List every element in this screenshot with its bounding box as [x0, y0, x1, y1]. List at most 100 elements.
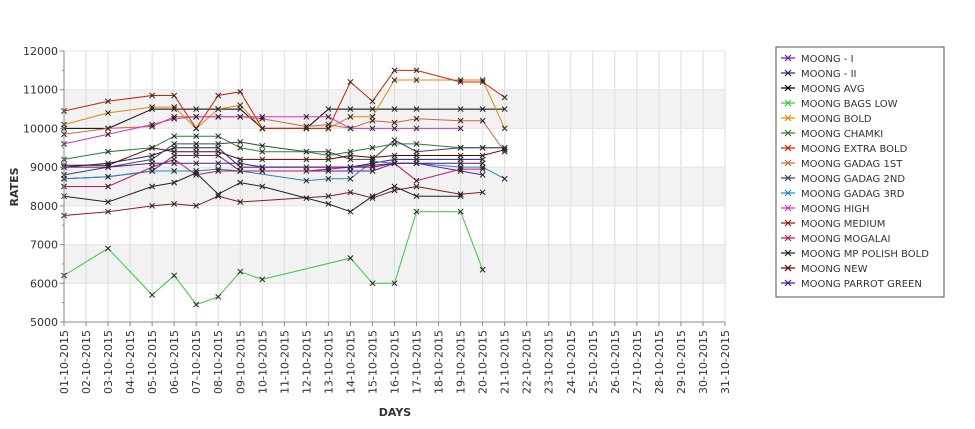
- legend-item: MOONG MOGALAI: [781, 234, 890, 245]
- data-point: [325, 164, 332, 171]
- data-point: [237, 268, 244, 275]
- data-point: [391, 106, 398, 113]
- legend-label: MOONG - II: [801, 69, 856, 80]
- data-point: [369, 98, 376, 105]
- data-point: [237, 160, 244, 167]
- x-tick-label: 31-10-2015: [719, 330, 732, 394]
- x-tick-label: 19-10-2015: [455, 330, 468, 394]
- data-point: [347, 113, 354, 120]
- data-point: [193, 133, 200, 140]
- data-point: [193, 202, 200, 209]
- legend-box: [775, 46, 945, 298]
- data-point: [391, 137, 398, 143]
- series-layer: [61, 67, 508, 308]
- x-tick-label: 14-10-2015: [344, 330, 357, 394]
- data-point: [171, 179, 178, 186]
- legend-swatch-marker: [784, 279, 792, 287]
- data-point: [457, 208, 464, 215]
- legend-label: MOONG BOLD: [801, 114, 872, 125]
- series-moong-high: [61, 113, 464, 147]
- data-point: [501, 146, 508, 153]
- data-point: [391, 125, 398, 132]
- legend-label: MOONG GADAG 2ND: [801, 174, 905, 185]
- data-point: [347, 164, 354, 171]
- x-tick-label: 28-10-2015: [653, 330, 666, 394]
- legend-item: MOONG - I: [781, 54, 854, 65]
- data-point: [457, 144, 464, 151]
- data-point: [325, 106, 332, 113]
- data-point: [237, 88, 244, 95]
- data-point: [391, 152, 398, 159]
- legend-item: MOONG MEDIUM: [781, 219, 885, 230]
- x-tick-label: 18-10-2015: [433, 330, 446, 394]
- data-point: [391, 183, 398, 190]
- legend-item: MOONG MP POLISH BOLD: [781, 249, 929, 260]
- data-point: [501, 144, 508, 151]
- data-point: [215, 168, 222, 174]
- x-tick-label: 29-10-2015: [675, 330, 688, 394]
- data-point: [259, 125, 266, 132]
- data-point: [237, 179, 244, 186]
- data-point: [171, 148, 178, 155]
- data-point: [193, 140, 200, 147]
- data-point: [105, 208, 112, 215]
- data-point: [457, 106, 464, 113]
- data-point: [215, 133, 222, 140]
- data-point: [501, 125, 508, 132]
- data-point: [193, 160, 200, 167]
- legend-label: MOONG EXTRA BOLD: [801, 144, 908, 155]
- data-point: [479, 171, 486, 178]
- x-tick-label: 06-10-2015: [168, 330, 181, 394]
- data-point: [479, 160, 486, 167]
- x-axis-ticks: 01-10-2015 02-10-2015 03-10-2015 04-10-2015…: [58, 322, 732, 394]
- series-moong-bags-low: [61, 208, 486, 308]
- data-point: [457, 125, 464, 132]
- x-tick-label: 07-10-2015: [190, 330, 203, 394]
- data-point: [303, 177, 310, 184]
- x-tick-label: 02-10-2015: [80, 330, 93, 394]
- series-line: [63, 185, 483, 216]
- legend-item: MOONG BAGS LOW: [781, 99, 898, 110]
- data-point: [501, 175, 508, 182]
- x-tick-label: 23-10-2015: [543, 330, 556, 394]
- legend: MOONG - I MOONG - II MOONG AVG MOONG BAGS L…: [775, 46, 945, 298]
- data-point: [347, 255, 354, 262]
- data-point: [413, 208, 420, 215]
- data-point: [237, 102, 244, 109]
- data-point: [105, 183, 112, 190]
- data-point: [413, 183, 420, 190]
- series-moong-medium: [61, 183, 486, 219]
- data-point: [149, 104, 156, 111]
- data-point: [391, 119, 398, 126]
- x-tick-label: 25-10-2015: [587, 330, 600, 394]
- legend-item: MOONG EXTRA BOLD: [781, 144, 908, 155]
- legend-swatch-marker: [784, 129, 792, 137]
- data-point: [303, 113, 310, 120]
- data-point: [369, 144, 376, 151]
- x-tick-label: 11-10-2015: [278, 330, 291, 394]
- data-point: [369, 106, 376, 113]
- x-tick-label: 09-10-2015: [234, 330, 247, 394]
- legend-swatch-marker: [784, 219, 792, 227]
- legend-label: MOONG CHAMKI: [801, 129, 883, 140]
- data-point: [479, 189, 486, 196]
- data-point: [105, 148, 112, 155]
- x-tick-label: 26-10-2015: [609, 330, 622, 394]
- data-point: [215, 191, 222, 198]
- data-point: [413, 193, 420, 200]
- legend-swatch-marker: [784, 99, 792, 107]
- data-point: [479, 117, 486, 124]
- data-point: [237, 199, 244, 205]
- data-point: [259, 156, 266, 163]
- data-point: [325, 175, 332, 182]
- legend-item: MOONG GADAG 2ND: [781, 174, 905, 185]
- data-point: [501, 106, 508, 113]
- x-tick-label: 24-10-2015: [565, 330, 578, 394]
- legend-swatch-marker: [784, 159, 792, 167]
- data-point: [369, 195, 376, 202]
- data-point: [413, 106, 420, 113]
- x-tick-label: 30-10-2015: [697, 330, 710, 394]
- data-point: [457, 160, 464, 167]
- legend-swatch-marker: [784, 174, 792, 182]
